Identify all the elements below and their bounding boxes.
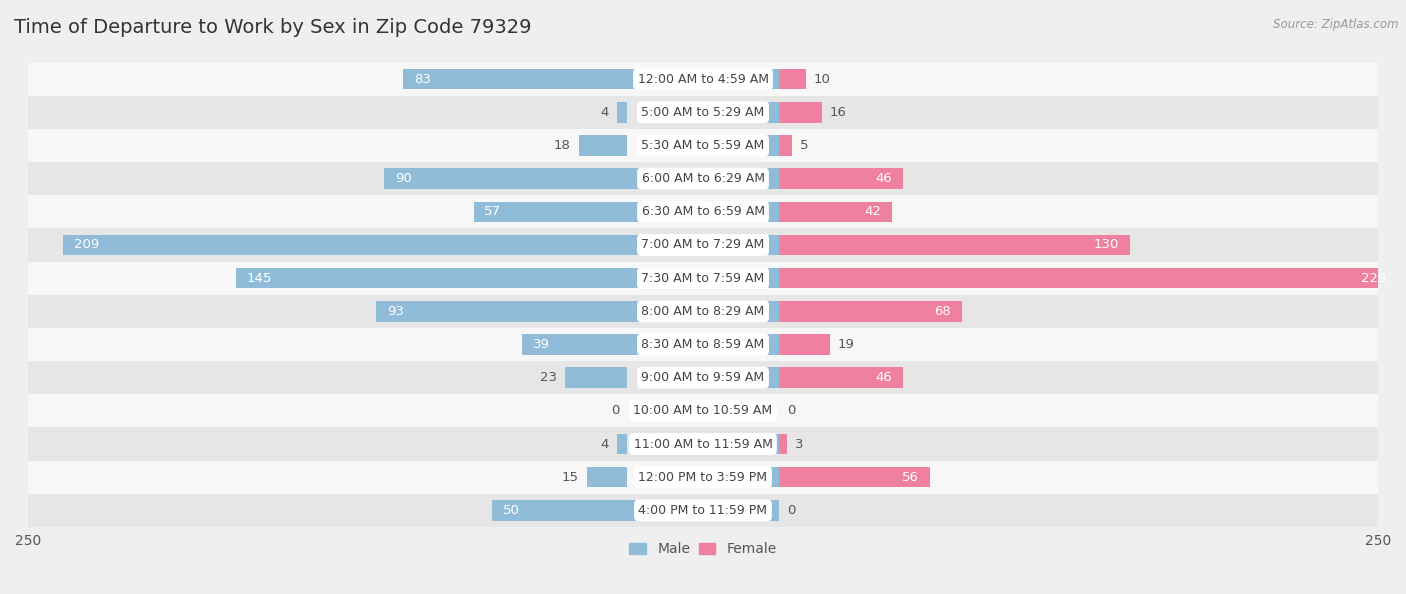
Text: 3: 3 [794, 438, 803, 450]
Bar [565, 368, 627, 388]
Bar [384, 168, 627, 189]
Text: 23: 23 [540, 371, 557, 384]
Bar [404, 69, 627, 89]
Text: 6:00 AM to 6:29 AM: 6:00 AM to 6:29 AM [641, 172, 765, 185]
Legend: Male, Female: Male, Female [624, 537, 782, 562]
Text: 68: 68 [935, 305, 952, 318]
Text: 5:30 AM to 5:59 AM: 5:30 AM to 5:59 AM [641, 139, 765, 152]
Text: 4: 4 [600, 438, 609, 450]
Text: 57: 57 [484, 206, 502, 219]
Bar [479, 69, 779, 89]
Bar [662, 467, 779, 488]
Text: 42: 42 [865, 206, 882, 219]
Text: 11:00 AM to 11:59 AM: 11:00 AM to 11:59 AM [634, 438, 772, 450]
Bar [28, 96, 1378, 129]
Bar [28, 129, 1378, 162]
Text: Source: ZipAtlas.com: Source: ZipAtlas.com [1274, 18, 1399, 31]
Bar [28, 460, 1378, 494]
Bar [139, 235, 779, 255]
Bar [617, 434, 627, 454]
Text: 10: 10 [814, 72, 831, 86]
Text: 16: 16 [830, 106, 846, 119]
Bar [377, 301, 627, 321]
Text: 5: 5 [800, 139, 808, 152]
Text: 39: 39 [533, 338, 550, 351]
Bar [779, 235, 1129, 255]
Bar [779, 102, 821, 122]
Text: 46: 46 [875, 172, 891, 185]
Text: 8:00 AM to 8:29 AM: 8:00 AM to 8:29 AM [641, 305, 765, 318]
Bar [474, 201, 627, 222]
Bar [779, 368, 903, 388]
Bar [236, 268, 627, 289]
Bar [779, 334, 830, 355]
Bar [568, 500, 779, 521]
Text: 0: 0 [787, 405, 794, 418]
Text: 6:30 AM to 6:59 AM: 6:30 AM to 6:59 AM [641, 206, 765, 219]
Text: 12:00 AM to 4:59 AM: 12:00 AM to 4:59 AM [637, 72, 769, 86]
Bar [312, 268, 779, 289]
Text: 83: 83 [415, 72, 432, 86]
Bar [522, 334, 627, 355]
Text: 4:00 PM to 11:59 PM: 4:00 PM to 11:59 PM [638, 504, 768, 517]
Text: 7:30 AM to 7:59 AM: 7:30 AM to 7:59 AM [641, 271, 765, 285]
Text: 90: 90 [395, 172, 412, 185]
Bar [779, 434, 787, 454]
Text: 15: 15 [562, 470, 579, 484]
Bar [28, 328, 1378, 361]
Bar [28, 162, 1378, 195]
Bar [63, 235, 627, 255]
Bar [28, 195, 1378, 228]
Bar [641, 368, 779, 388]
Bar [654, 135, 779, 156]
Text: 10:00 AM to 10:59 AM: 10:00 AM to 10:59 AM [634, 405, 772, 418]
Bar [598, 334, 779, 355]
Bar [28, 361, 1378, 394]
Bar [28, 261, 1378, 295]
Bar [779, 168, 903, 189]
Text: 19: 19 [838, 338, 855, 351]
Bar [586, 467, 627, 488]
Bar [28, 62, 1378, 96]
Bar [460, 168, 779, 189]
Text: 0: 0 [787, 504, 794, 517]
Bar [779, 135, 792, 156]
Text: 46: 46 [875, 371, 891, 384]
Bar [779, 301, 962, 321]
Bar [579, 135, 627, 156]
Bar [779, 201, 891, 222]
Text: 130: 130 [1094, 238, 1119, 251]
Text: 229: 229 [1361, 271, 1386, 285]
Text: 56: 56 [903, 470, 920, 484]
Bar [492, 500, 627, 521]
Bar [28, 228, 1378, 261]
Bar [28, 428, 1378, 460]
Bar [550, 201, 779, 222]
Bar [451, 301, 779, 321]
Bar [28, 494, 1378, 527]
Bar [779, 69, 806, 89]
Text: 145: 145 [247, 271, 273, 285]
Text: 12:00 PM to 3:59 PM: 12:00 PM to 3:59 PM [638, 470, 768, 484]
Text: 18: 18 [554, 139, 571, 152]
Text: 7:00 AM to 7:29 AM: 7:00 AM to 7:29 AM [641, 238, 765, 251]
Bar [617, 102, 627, 122]
Text: Time of Departure to Work by Sex in Zip Code 79329: Time of Departure to Work by Sex in Zip … [14, 18, 531, 37]
Text: 8:30 AM to 8:59 AM: 8:30 AM to 8:59 AM [641, 338, 765, 351]
Text: 4: 4 [600, 106, 609, 119]
Text: 93: 93 [387, 305, 404, 318]
Bar [28, 394, 1378, 428]
Text: 9:00 AM to 9:59 AM: 9:00 AM to 9:59 AM [641, 371, 765, 384]
Bar [692, 434, 779, 454]
Bar [779, 467, 929, 488]
Text: 209: 209 [75, 238, 100, 251]
Text: 5:00 AM to 5:29 AM: 5:00 AM to 5:29 AM [641, 106, 765, 119]
Text: 0: 0 [612, 405, 619, 418]
Bar [28, 295, 1378, 328]
Bar [779, 268, 1396, 289]
Bar [692, 102, 779, 122]
Text: 50: 50 [503, 504, 520, 517]
